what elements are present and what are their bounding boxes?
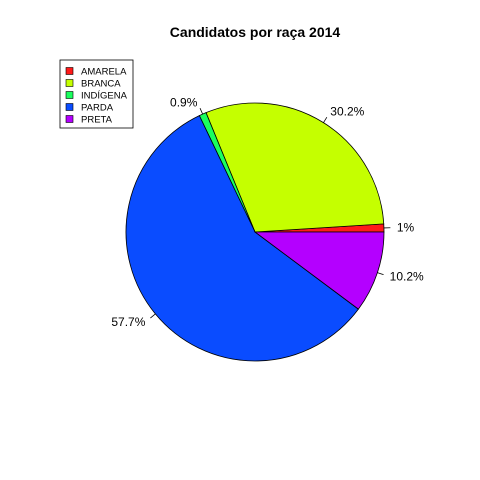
- label-tick-indigena: [199, 108, 204, 115]
- label-tick-parda: [150, 313, 156, 319]
- legend-label-branca: BRANCA: [81, 79, 121, 90]
- legend-label-indigena: INDÍGENA: [81, 91, 128, 102]
- legend-label-preta: PRETA: [81, 115, 113, 126]
- slice-label-indigena: 0.9%: [170, 95, 198, 109]
- legend-label-amarela: AMARELA: [81, 67, 127, 78]
- label-tick-branca: [323, 116, 328, 123]
- legend-swatch-amarela: [65, 67, 74, 75]
- pie-slice-parda: [125, 115, 359, 362]
- slice-label-preta: 10.2%: [390, 270, 424, 284]
- chart-title: Candidatos por raça 2014: [170, 24, 341, 40]
- legend-swatch-preta: [65, 115, 74, 123]
- legend-swatch-branca: [65, 79, 74, 87]
- slice-label-branca: 30.2%: [330, 105, 364, 119]
- slice-labels: 1% 30.2% 0.9% 57.7% 10.2%: [111, 95, 424, 329]
- label-tick-preta: [377, 272, 384, 276]
- legend-label-parda: PARDA: [81, 103, 114, 114]
- slice-label-parda: 57.7%: [111, 315, 145, 329]
- pie-slices: [125, 102, 385, 362]
- pie-slice-branca: [205, 102, 385, 233]
- legend-swatch-indigena: [65, 91, 74, 99]
- pie-slice-preta: [253, 231, 385, 310]
- legend-swatch-parda: [65, 103, 74, 111]
- slice-label-amarela: 1%: [397, 221, 415, 235]
